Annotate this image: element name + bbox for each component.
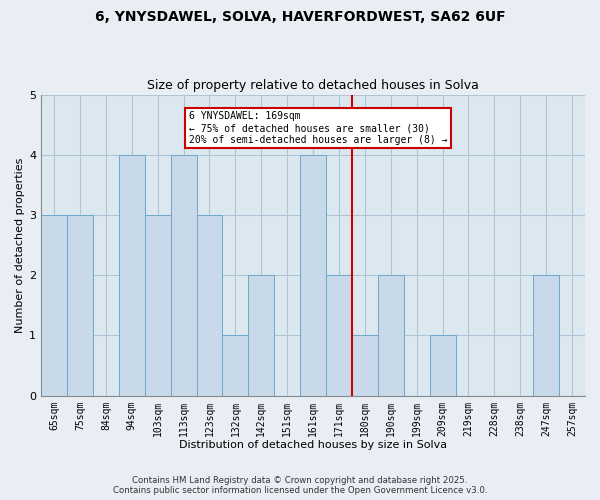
Text: 6, YNYSDAWEL, SOLVA, HAVERFORDWEST, SA62 6UF: 6, YNYSDAWEL, SOLVA, HAVERFORDWEST, SA62… xyxy=(95,10,505,24)
Y-axis label: Number of detached properties: Number of detached properties xyxy=(15,158,25,333)
Bar xyxy=(300,155,326,396)
Bar xyxy=(430,336,455,396)
X-axis label: Distribution of detached houses by size in Solva: Distribution of detached houses by size … xyxy=(179,440,447,450)
Bar xyxy=(67,215,93,396)
Bar xyxy=(378,276,404,396)
Bar xyxy=(41,215,67,396)
Text: 6 YNYSDAWEL: 169sqm
← 75% of detached houses are smaller (30)
20% of semi-detach: 6 YNYSDAWEL: 169sqm ← 75% of detached ho… xyxy=(189,112,447,144)
Bar xyxy=(145,215,170,396)
Bar xyxy=(197,215,223,396)
Bar xyxy=(170,155,197,396)
Text: Contains HM Land Registry data © Crown copyright and database right 2025.
Contai: Contains HM Land Registry data © Crown c… xyxy=(113,476,487,495)
Bar xyxy=(248,276,274,396)
Title: Size of property relative to detached houses in Solva: Size of property relative to detached ho… xyxy=(147,79,479,92)
Bar xyxy=(533,276,559,396)
Bar xyxy=(119,155,145,396)
Bar xyxy=(326,276,352,396)
Bar xyxy=(352,336,378,396)
Bar xyxy=(223,336,248,396)
